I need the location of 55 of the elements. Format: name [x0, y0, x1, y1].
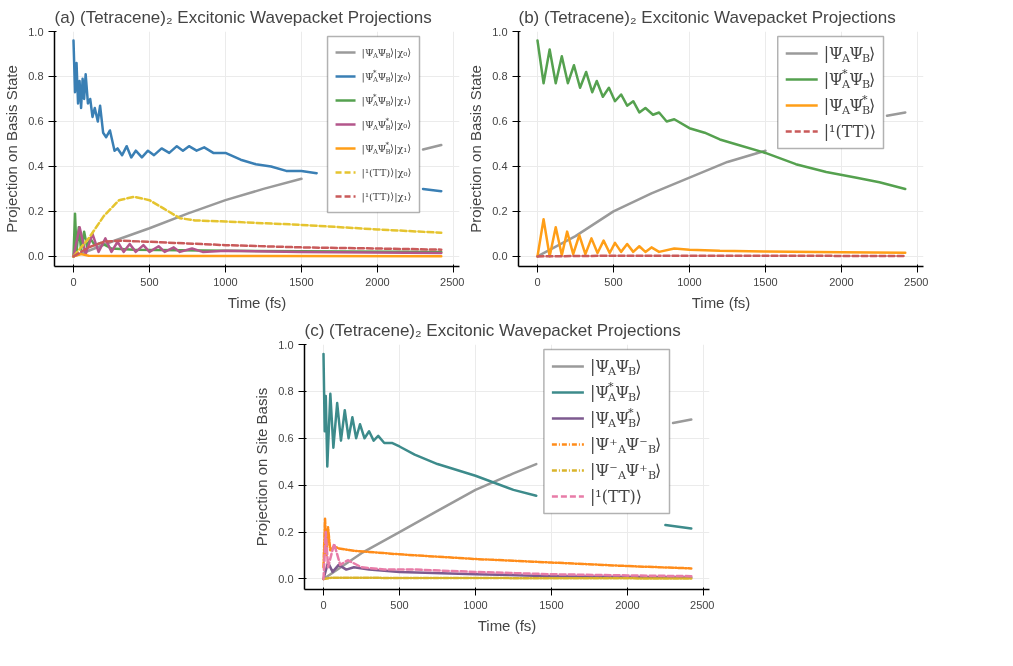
- y-tick-label: 0.4: [28, 160, 44, 173]
- legend-label: |¹(TT)⟩|χ₀⟩: [361, 167, 412, 179]
- y-tick-label: 0.2: [492, 205, 508, 218]
- x-tick-label: 1500: [539, 598, 564, 611]
- x-tick-label: 2500: [690, 598, 715, 611]
- chart-title: (a) (Tetracene)₂ Excitonic Wavepacket Projections: [54, 7, 432, 27]
- x-tick-label: 1000: [213, 275, 238, 288]
- y-axis-title: Projection on Basis State: [467, 65, 485, 233]
- x-tick-label: 2500: [440, 275, 465, 288]
- x-tick-label: 1500: [289, 275, 314, 288]
- x-axis-title: Time (fs): [477, 616, 537, 634]
- y-tick-label: 0.4: [278, 479, 294, 492]
- y-tick-label: 1.0: [28, 25, 44, 38]
- y-axis-title: Projection on Basis State: [3, 65, 21, 233]
- y-tick-label: 0.2: [28, 205, 44, 218]
- y-tick-label: 0.0: [492, 250, 508, 263]
- x-tick-label: 2500: [904, 275, 929, 288]
- x-tick-label: 500: [604, 275, 623, 288]
- y-tick-label: 0.6: [28, 115, 44, 128]
- y-axis-title: Projection on Site Basis: [253, 387, 271, 547]
- x-axis-title: Time (fs): [691, 293, 751, 311]
- x-tick-label: 0: [534, 275, 541, 288]
- y-tick-label: 0.0: [28, 250, 44, 263]
- y-tick-label: 0.6: [278, 432, 294, 445]
- line-series: [72, 225, 443, 258]
- line-series: [322, 530, 693, 581]
- line-series: [322, 516, 693, 570]
- legend-label: |¹(TT)⟩: [589, 487, 643, 506]
- y-tick-label: 0.8: [28, 70, 44, 83]
- line-series: [536, 218, 907, 258]
- x-tick-label: 1000: [463, 598, 488, 611]
- y-tick-label: 1.0: [492, 25, 508, 38]
- y-tick-label: 0.0: [278, 572, 294, 585]
- x-tick-label: 2000: [615, 598, 640, 611]
- x-tick-label: 500: [140, 275, 159, 288]
- x-tick-label: 0: [70, 275, 77, 288]
- y-tick-label: 0.6: [492, 115, 508, 128]
- x-tick-label: 1000: [677, 275, 702, 288]
- chart-title: (b) (Tetracene)₂ Excitonic Wavepacket Projections: [518, 7, 896, 27]
- chart-title: (c) (Tetracene)₂ Excitonic Wavepacket Projections: [304, 320, 681, 340]
- x-tick-label: 500: [390, 598, 409, 611]
- x-axis-title: Time (fs): [227, 293, 287, 311]
- y-tick-label: 0.8: [278, 385, 294, 398]
- x-tick-label: 1500: [753, 275, 778, 288]
- y-tick-label: 0.4: [492, 160, 508, 173]
- y-tick-label: 1.0: [278, 338, 294, 351]
- y-tick-label: 0.2: [278, 526, 294, 539]
- line-series: [536, 39, 907, 191]
- line-series: [72, 239, 443, 258]
- x-tick-label: 0: [320, 598, 327, 611]
- legend-label: |¹(TT)⟩|χ₁⟩: [361, 191, 412, 203]
- x-tick-label: 2000: [829, 275, 854, 288]
- y-tick-label: 0.8: [492, 70, 508, 83]
- x-tick-label: 2000: [365, 275, 390, 288]
- legend-label: |¹(TT)⟩: [823, 122, 876, 141]
